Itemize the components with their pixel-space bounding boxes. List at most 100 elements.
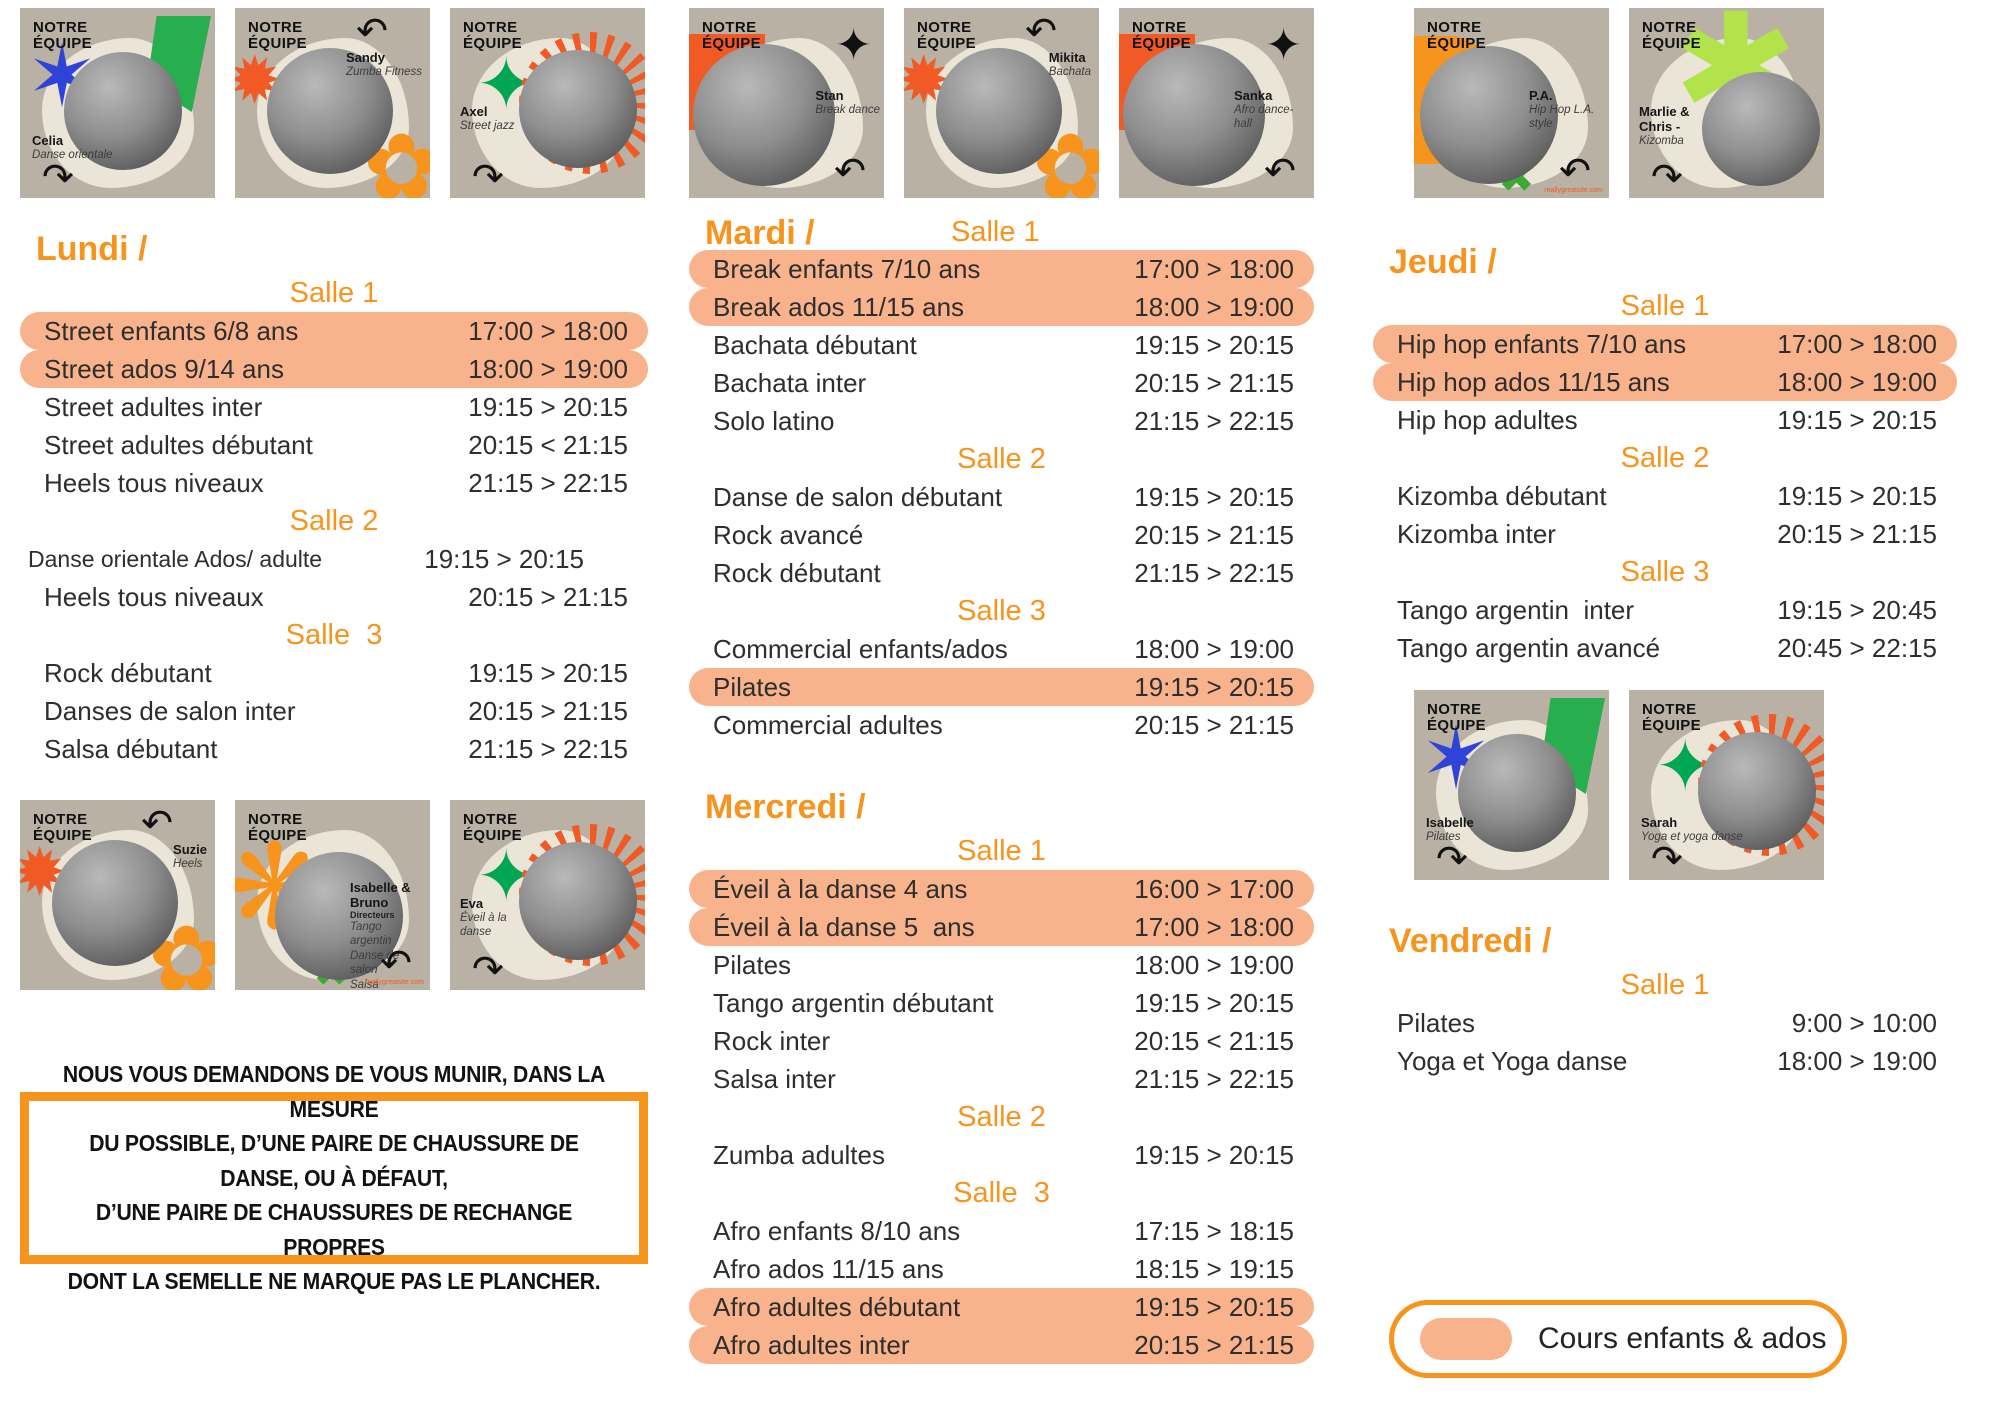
curved-arrow-icon xyxy=(141,804,173,842)
curved-arrow-icon xyxy=(472,158,504,196)
curved-arrow-icon xyxy=(1651,840,1683,878)
schedule-row: Zumba adultes 19:15 > 20:15 xyxy=(689,1136,1314,1174)
curved-arrow-icon xyxy=(380,944,412,982)
class-name: Afro ados 11/15 ans xyxy=(713,1253,944,1284)
notre-equipe-label: NOTRE ÉQUIPE xyxy=(1427,701,1487,734)
member-photo xyxy=(1420,46,1558,184)
schedule-row: Street adultes débutant 20:15 < 21:15 xyxy=(20,426,648,464)
schedule-row: Éveil à la danse 5 ans 17:00 > 18:00 xyxy=(689,908,1314,946)
class-time: 18:00 > 19:00 xyxy=(1777,366,1937,397)
day-title-row: Mardi / Salle 1 xyxy=(689,214,1314,252)
schedule-row: Rock débutant 21:15 > 22:15 xyxy=(689,554,1314,592)
schedule-row: Break enfants 7/10 ans 17:00 > 18:00 xyxy=(689,250,1314,288)
class-name: Street enfants 6/8 ans xyxy=(44,315,299,346)
class-name: Pilates xyxy=(713,671,792,702)
member-roles: Bachata xyxy=(1048,66,1091,78)
schedule-row: Afro adultes inter 20:15 > 21:15 xyxy=(689,1326,1314,1364)
class-time: 21:15 > 22:15 xyxy=(1134,557,1294,588)
member-roles: Hip Hop L.A. style xyxy=(1529,104,1595,131)
class-name: Kizomba inter xyxy=(1397,518,1556,549)
class-name: Commercial adultes xyxy=(713,709,943,740)
member-name: Eva xyxy=(460,896,484,911)
class-name: Afro adultes débutant xyxy=(713,1291,961,1322)
member-roles: Heels xyxy=(173,858,203,870)
salle-header: Salle 2 xyxy=(957,443,1046,475)
class-time: 20:45 > 22:15 xyxy=(1777,632,1937,663)
member-name: Sarah xyxy=(1641,814,1678,830)
member-photo xyxy=(1458,734,1576,852)
class-time: 20:15 > 21:15 xyxy=(1134,1329,1294,1360)
day-section-lundi: Lundi / Salle 1 Street enfants 6/8 ans 1… xyxy=(20,230,648,768)
day-title-row: Mercredi / xyxy=(689,788,1314,832)
class-name: Danse de salon débutant xyxy=(713,481,1003,512)
class-time: 18:00 > 19:00 xyxy=(468,353,628,384)
class-time: 18:15 > 19:15 xyxy=(1134,1253,1294,1284)
member-name: Stan xyxy=(815,88,844,103)
schedule-rows: Salle 1 Hip hop enfants 7/10 ans 17:00 >… xyxy=(1373,287,1957,667)
schedule-row: Pilates 9:00 > 10:00 xyxy=(1373,1004,1957,1042)
salle-header: Salle 2 xyxy=(1620,442,1710,474)
curved-arrow-icon xyxy=(834,152,866,190)
class-name: Rock inter xyxy=(713,1025,831,1056)
legend: Cours enfants & ados xyxy=(1389,1300,1847,1378)
class-name: Hip hop enfants 7/10 ans xyxy=(1397,328,1687,359)
website-credit: reallygreatsite.com xyxy=(365,979,424,986)
day-title-row: Vendredi / xyxy=(1373,922,1957,966)
curved-arrow-icon xyxy=(472,950,504,988)
schedule-row: Afro enfants 8/10 ans 17:15 > 18:15 xyxy=(689,1212,1314,1250)
class-name: Rock débutant xyxy=(44,657,212,688)
class-name: Zumba adultes xyxy=(713,1139,885,1170)
member-photo xyxy=(1702,72,1820,186)
salle-header: Salle 1 xyxy=(957,835,1046,867)
class-time: 17:00 > 18:00 xyxy=(468,315,628,346)
class-time: 18:00 > 19:00 xyxy=(1134,633,1294,664)
schedule-row: Tango argentin débutant 19:15 > 20:15 xyxy=(689,984,1314,1022)
member-label: Axel Street jazz xyxy=(460,104,514,133)
notre-equipe-label: NOTRE ÉQUIPE xyxy=(702,19,762,52)
schedule-row: Break ados 11/15 ans 18:00 > 19:00 xyxy=(689,288,1314,326)
schedule-row: Afro adultes débutant 19:15 > 20:15 xyxy=(689,1288,1314,1326)
class-time: 9:00 > 10:00 xyxy=(1791,1007,1937,1038)
member-photo xyxy=(64,52,182,170)
class-time: 17:15 > 18:15 xyxy=(1134,1215,1294,1246)
member-name: P.A. xyxy=(1529,88,1553,103)
class-name: Bachata inter xyxy=(713,367,867,398)
class-name: Afro adultes inter xyxy=(713,1329,910,1360)
notice-box: NOUS VOUS DEMANDONS DE VOUS MUNIR, DANS … xyxy=(20,1061,648,1294)
member-photo xyxy=(519,842,637,960)
day-title: Mardi / xyxy=(705,214,815,252)
member-roles: Break dance xyxy=(815,104,880,116)
schedule-row: Éveil à la danse 4 ans 16:00 > 17:00 xyxy=(689,870,1314,908)
member-label: Sandy Zumba Fitness xyxy=(346,50,422,79)
day-title: Lundi / xyxy=(36,230,148,268)
class-name: Pilates xyxy=(713,949,792,980)
salle-header: Salle 3 xyxy=(285,619,383,651)
member-photo xyxy=(267,48,393,174)
class-name: Commercial enfants/ados xyxy=(713,633,1008,664)
member-name: Sandy xyxy=(345,50,385,65)
schedule-row: Hip hop ados 11/15 ans 18:00 > 19:00 xyxy=(1373,363,1957,401)
member-label: Sanka Afro dance-hall xyxy=(1234,88,1310,132)
member-photo xyxy=(936,48,1062,174)
salle-header: Salle 1 xyxy=(1620,969,1710,1001)
legend-label: Cours enfants & ados xyxy=(1538,1322,1827,1355)
salle-header: Salle 3 xyxy=(953,1177,1050,1209)
day-title-row: Jeudi / xyxy=(1373,243,1957,287)
day-title: Mercredi / xyxy=(705,788,866,826)
class-time: 19:15 > 20:15 xyxy=(1134,329,1294,360)
class-time: 19:15 > 20:15 xyxy=(1134,1139,1294,1170)
curved-arrow-icon xyxy=(356,12,388,50)
class-time: 21:15 > 22:15 xyxy=(1134,405,1294,436)
schedule-row: Hip hop adultes 19:15 > 20:15 xyxy=(1373,401,1957,439)
notre-equipe-label: NOTRE ÉQUIPE xyxy=(1132,19,1192,52)
class-name: Heels tous niveaux xyxy=(44,581,264,612)
class-time: 16:00 > 17:00 xyxy=(1134,873,1294,904)
member-name: Sanka xyxy=(1234,88,1273,103)
